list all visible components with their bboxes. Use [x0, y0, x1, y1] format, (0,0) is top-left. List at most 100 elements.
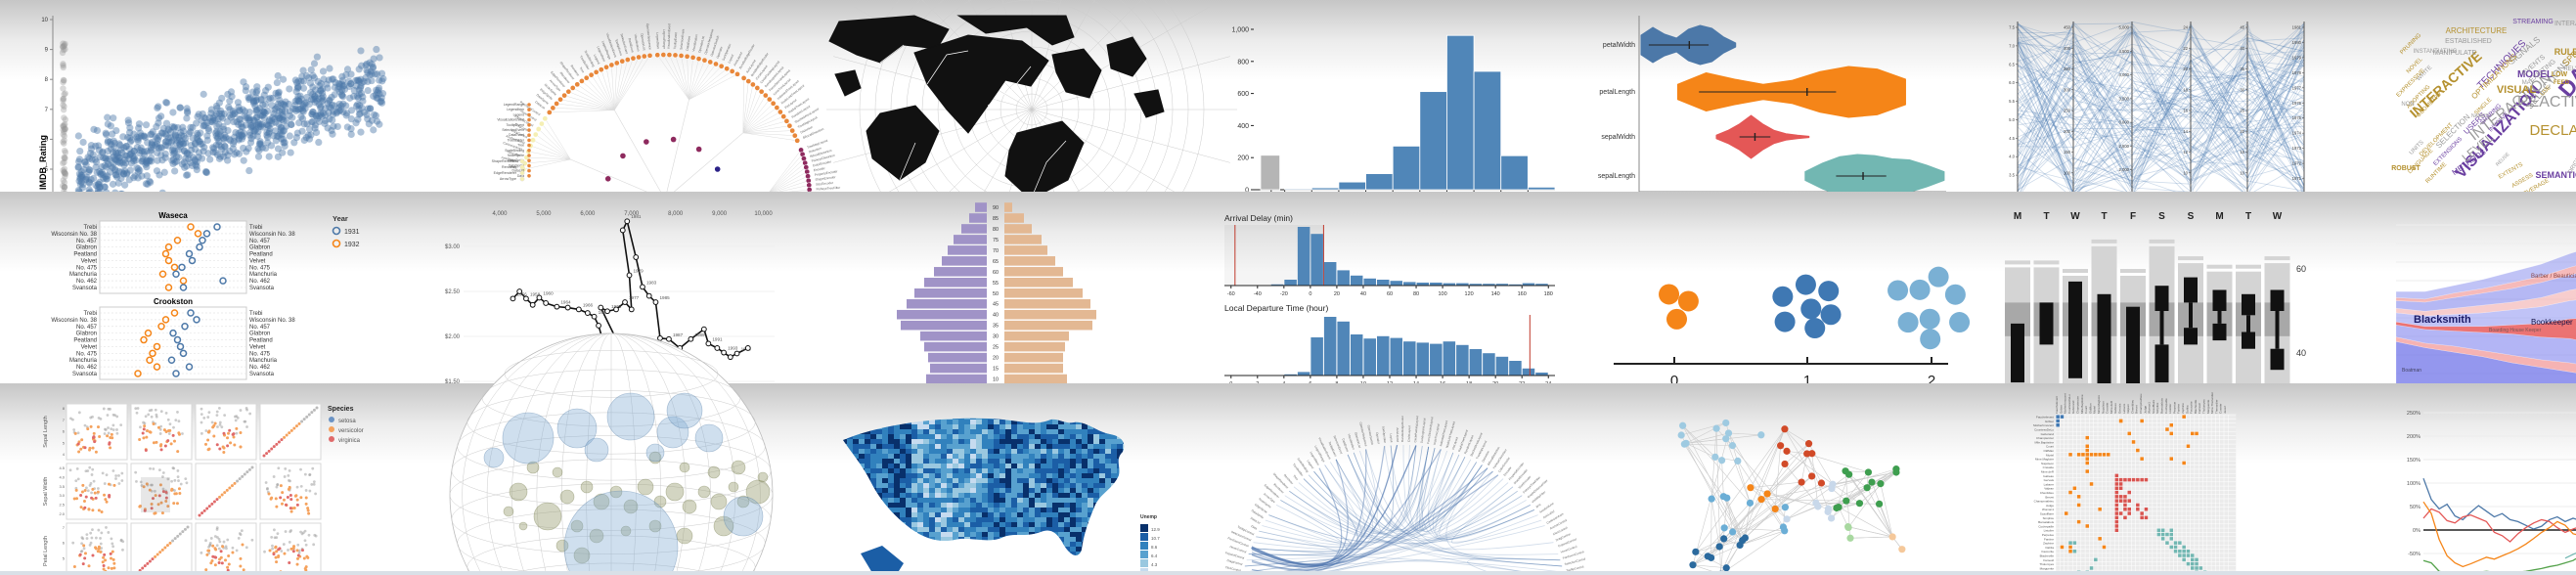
svg-text:Renderer: Renderer [502, 165, 517, 169]
thumbnail-stock-returns[interactable]: 250%200%150%100%50%0%-50%-100%Nov 20 [2386, 399, 2576, 575]
svg-text:CartesianAxes: CartesianAxes [503, 141, 523, 152]
svg-text:4.0: 4.0 [59, 474, 65, 479]
svg-text:120: 120 [1465, 291, 1474, 297]
svg-text:Legend: Legend [1307, 460, 1315, 470]
svg-text:SortOperator: SortOperator [722, 42, 733, 61]
svg-text:No. 462: No. 462 [249, 279, 271, 285]
svg-text:5: 5 [45, 167, 49, 173]
thumbnail-word-cloud[interactable]: VEGADATAREACTIVEDECLARATIVEVISUALIZATION… [2386, 14, 2576, 203]
svg-text:$2.00: $2.00 [445, 334, 461, 340]
gallery-row-3: Sepal Length 8 7 6 5 4 Sepal Width 4.5 4.0 3.5 3.0… [0, 332, 2576, 575]
svg-text:400: 400 [2064, 46, 2071, 51]
svg-text:Tree: Tree [517, 144, 524, 148]
pyramid-chart: 51015202530354045505560657075808590 [897, 202, 1096, 395]
svg-text:TooltipEvent: TooltipEvent [614, 38, 623, 56]
thumbnail-earthquakes-globe[interactable] [430, 332, 777, 575]
svg-text:Velvet: Velvet [249, 258, 266, 264]
thumbnail-crossfilter[interactable]: Arrival Delay (min) -60 -40 -20 0 20 40 60 80 100… [1213, 207, 1560, 395]
svg-text:VisualizationEvent: VisualizationEvent [667, 23, 672, 49]
svg-text:IMDB_Rating: IMDB_Rating [38, 135, 48, 190]
svg-text:85: 85 [993, 216, 999, 222]
svg-text:7.5: 7.5 [2009, 25, 2015, 30]
svg-text:1978: 1978 [2292, 70, 2302, 75]
svg-text:60: 60 [1387, 291, 1393, 297]
svg-text:3.5: 3.5 [59, 484, 65, 489]
thumbnail-lesmis-matrix[interactable]: Fauchelevent Fauchelevent Gribier Gribier Mo… [1995, 392, 2342, 575]
svg-text:200: 200 [2064, 129, 2071, 134]
svg-text:1979: 1979 [634, 268, 644, 273]
svg-text:24: 24 [2183, 25, 2188, 30]
svg-text:1991: 1991 [712, 336, 723, 341]
splom-chart: Sepal Length 8 7 6 5 4 Sepal Width 4.5 4.0 3.5 3.0… [43, 403, 364, 575]
svg-text:60: 60 [993, 270, 999, 276]
svg-text:OperatorSwitch: OperatorSwitch [710, 35, 721, 57]
thumbnail-edge-bundling[interactable]: AxisAxisGridLineAxisLabelCartesianAxesAn… [1213, 399, 1586, 575]
svg-text:ARCHITECTURE: ARCHITECTURE [2446, 26, 2508, 35]
svg-text:S: S [2188, 211, 2195, 222]
svg-text:DataSprite: DataSprite [1251, 509, 1265, 519]
thumbnail-dot-clusters[interactable]: 0 1 2 [1604, 207, 1971, 395]
svg-text:ROBUST: ROBUST [2391, 165, 2421, 172]
svg-text:1932: 1932 [344, 242, 360, 248]
svg-text:petalWidth: petalWidth [1603, 42, 1635, 49]
svg-text:Glabron: Glabron [249, 332, 270, 337]
svg-text:ForceDirectedLayout: ForceDirectedLayout [1426, 417, 1434, 444]
svg-text:$3.00: $3.00 [445, 244, 461, 250]
svg-text:DataEvent: DataEvent [509, 133, 524, 137]
thumbnail-barley-trellis[interactable]: Waseca Trebi Trebi Wisconsin No. 38 Wisconsi… [39, 207, 386, 396]
svg-text:5: 5 [63, 555, 66, 560]
svg-text:Petal Length: Petal Length [43, 536, 49, 566]
svg-text:No. 457: No. 457 [249, 239, 271, 244]
svg-text:1980: 1980 [2292, 40, 2302, 45]
thumbnail-force-network[interactable] [1604, 399, 1951, 575]
svg-text:15: 15 [993, 367, 999, 373]
svg-text:75: 75 [993, 238, 999, 243]
svg-text:9,000: 9,000 [712, 211, 728, 217]
svg-text:-40: -40 [1254, 291, 1262, 297]
stock-returns-chart: 250%200%150%100%50%0%-50%-100%Nov 20 [2407, 411, 2576, 574]
thumbnail-radial-tree[interactable]: Axis AxisGridLine AxisLabel CartesianAxes An… [430, 16, 846, 308]
thumbnail-job-voyager[interactable]: 4.5%4.0%3.5%3.0%2.5%2.0%1.5%1.0%0.5%Blac… [2386, 207, 2576, 395]
svg-text:Peatland: Peatland [73, 252, 97, 258]
thumbnail-weekly-weather[interactable]: M T W T F S S M T W 60 40 [1995, 207, 2342, 420]
svg-text:Wisconsin No. 38: Wisconsin No. 38 [249, 232, 295, 238]
svg-text:12: 12 [2183, 150, 2188, 155]
svg-text:40: 40 [2240, 46, 2244, 51]
svg-text:30: 30 [993, 334, 999, 340]
svg-text:EdgeRenderer: EdgeRenderer [494, 171, 517, 175]
svg-text:petalLength: petalLength [1599, 89, 1635, 96]
svg-text:8: 8 [45, 77, 49, 83]
svg-text:350: 350 [2064, 66, 2071, 71]
thumbnail-imdb-scatter[interactable]: IMDB_Rating10987654 [38, 16, 387, 205]
svg-text:FisheyeTreeFilter: FisheyeTreeFilter [816, 186, 841, 192]
svg-text:5.0: 5.0 [2009, 117, 2015, 122]
svg-text:Axis: Axis [1534, 502, 1541, 509]
svg-text:Peatland: Peatland [73, 338, 97, 344]
svg-text:7: 7 [45, 108, 49, 113]
svg-text:10,000: 10,000 [754, 211, 773, 217]
svg-text:-60: -60 [1227, 291, 1235, 297]
svg-text:70: 70 [993, 248, 999, 254]
svg-text:Svansota: Svansota [72, 372, 98, 377]
svg-text:4: 4 [63, 452, 66, 457]
svg-text:DragControl: DragControl [1226, 558, 1243, 566]
thumbnail-iris-splom[interactable]: Sepal Length 8 7 6 5 4 Sepal Width 4.5 4.0 3.5 3.0… [39, 399, 386, 575]
svg-text:versicolor: versicolor [338, 428, 364, 434]
thumbnail-population-pyramid[interactable]: 51015202530354045505560657075808590 [822, 202, 1169, 395]
thumbnail-world-map[interactable] [822, 0, 1237, 315]
svg-text:SortOperator: SortOperator [1381, 426, 1387, 444]
svg-text:DragControl: DragControl [1555, 532, 1572, 542]
svg-text:DECLARATIVE: DECLARATIVE [2529, 122, 2576, 139]
svg-text:450: 450 [2064, 25, 2071, 30]
svg-text:4.5: 4.5 [59, 465, 65, 470]
svg-text:Trebi: Trebi [249, 311, 262, 317]
thumbnail-parallel-coordinates[interactable]: 7.57.06.56.05.55.04.54.03.53.04504003503… [1995, 16, 2342, 203]
thumbnail-violin-plot[interactable]: 01234567petalWidthpetalLengthsepalWidths… [1598, 16, 1951, 203]
svg-text:1979: 1979 [2292, 55, 2302, 60]
svg-text:TooltipEvent: TooltipEvent [673, 32, 678, 50]
svg-text:LegendItem: LegendItem [507, 108, 524, 111]
svg-text:10: 10 [41, 18, 48, 23]
svg-text:1966: 1966 [583, 302, 594, 307]
